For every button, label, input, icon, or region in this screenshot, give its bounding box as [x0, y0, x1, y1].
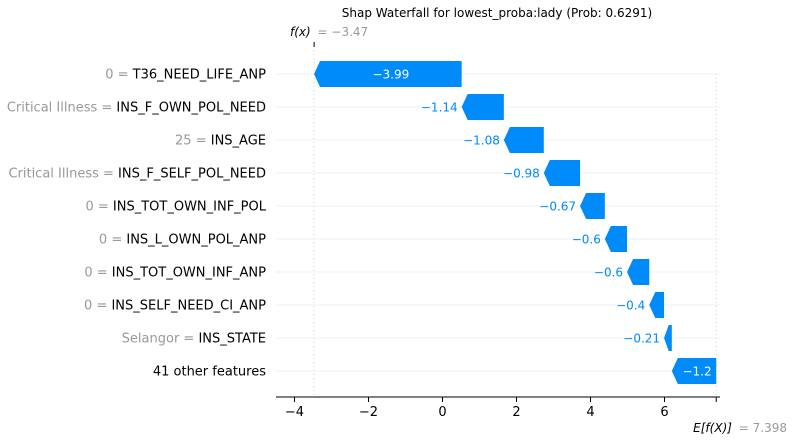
feature-label: 25 = INS_AGE [175, 134, 266, 149]
feature-name: INS_TOT_OWN_INF_ANP [112, 266, 266, 281]
feature-name: 41 other features [153, 365, 266, 380]
bar-value-label: −0.21 [623, 332, 660, 346]
efx-label-value: = 7.398 [739, 421, 787, 435]
chart-title: Shap Waterfall for lowest_proba:lady (Pr… [342, 6, 652, 20]
waterfall-bar [580, 193, 605, 219]
x-tick-label: 4 [586, 405, 594, 420]
x-tick-label: 6 [660, 405, 668, 420]
feature-value: Selangor = [122, 332, 199, 347]
x-tick-label: −2 [359, 405, 378, 420]
feature-value: 0 = [84, 266, 111, 281]
bar-value-label: −0.6 [594, 266, 623, 280]
feature-value: 0 = [105, 68, 132, 83]
feature-label: 41 other features [153, 365, 266, 380]
bar-value-label: −0.67 [539, 200, 576, 214]
efx-label: E[f(X)] = 7.398 [693, 421, 787, 435]
feature-label: 0 = INS_TOT_OWN_INF_ANP [84, 266, 266, 281]
x-tick-label: 2 [512, 405, 520, 420]
waterfall-bar [627, 259, 650, 285]
waterfall-bar [314, 61, 462, 87]
bar-value-label: −1.14 [421, 101, 458, 115]
efx-label-name: E[f(X)] [693, 421, 732, 435]
waterfall-bar [461, 94, 504, 120]
feature-label: 0 = INS_SELF_NEED_CI_ANP [84, 299, 266, 314]
fx-label-name: f(x) [290, 25, 311, 39]
feature-name: INS_STATE [198, 332, 266, 347]
feature-name: INS_SELF_NEED_CI_ANP [111, 299, 266, 314]
waterfall-bar [671, 358, 717, 384]
feature-value: Critical Illness = [7, 101, 117, 116]
waterfall-bar [604, 226, 628, 252]
bar-value-label: −1.2 [682, 365, 711, 379]
feature-value: 25 = [175, 134, 211, 149]
feature-name: INS_TOT_OWN_INF_POL [113, 200, 267, 215]
feature-value: 0 = [84, 299, 111, 314]
feature-value: 0 = [85, 200, 112, 215]
feature-name: INS_AGE [211, 134, 266, 149]
waterfall-bar [503, 127, 544, 153]
bar-value-label: −3.99 [372, 68, 409, 82]
feature-name: INS_F_SELF_POL_NEED [118, 167, 266, 182]
feature-label: 0 = INS_L_OWN_POL_ANP [99, 233, 266, 248]
x-tick-label: −4 [285, 405, 304, 420]
bar-value-label: −0.98 [503, 167, 540, 181]
bar-value-label: −0.6 [572, 233, 601, 247]
fx-label: f(x) = −3.47 [290, 25, 368, 39]
feature-value: Critical Illness = [8, 167, 118, 182]
feature-label: 0 = INS_TOT_OWN_INF_POL [85, 200, 266, 215]
fx-label-value: = −3.47 [318, 25, 369, 39]
waterfall-bar [543, 160, 581, 186]
bar-value-label: −0.4 [616, 299, 645, 313]
feature-label: Critical Illness = INS_F_SELF_POL_NEED [8, 167, 266, 182]
feature-label: Selangor = INS_STATE [122, 332, 266, 347]
feature-label: Critical Illness = INS_F_OWN_POL_NEED [7, 101, 266, 116]
feature-label: 0 = T36_NEED_LIFE_ANP [105, 68, 266, 83]
feature-value: 0 = [99, 233, 126, 248]
feature-name: T36_NEED_LIFE_ANP [132, 68, 267, 83]
x-tick-label: 0 [438, 405, 446, 420]
waterfall-bar [664, 325, 672, 351]
waterfall-bar [649, 292, 665, 318]
bar-value-label: −1.08 [463, 134, 500, 148]
feature-name: INS_F_OWN_POL_NEED [116, 101, 266, 116]
feature-name: INS_L_OWN_POL_ANP [126, 233, 266, 248]
